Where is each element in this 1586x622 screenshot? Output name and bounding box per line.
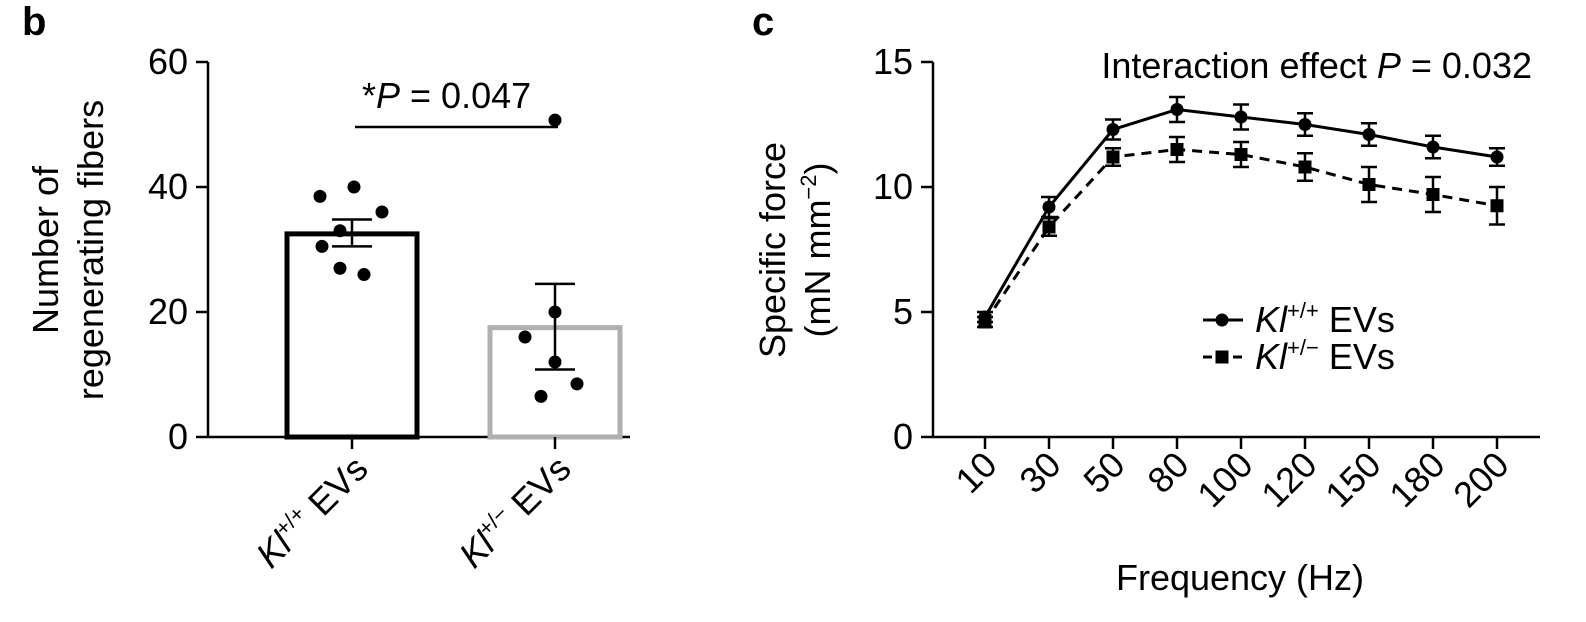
data-point-circle	[1042, 200, 1056, 214]
x-tick-label: Kl+/− EVs	[450, 447, 579, 576]
interaction-value: = 0.032	[1401, 45, 1532, 86]
data-point-square	[1490, 199, 1504, 213]
y-axis-label-line2: regenerating fibers	[70, 100, 111, 400]
data-point-circle	[1426, 140, 1440, 154]
y-tick-label: 15	[873, 41, 913, 82]
panel-b-letter: b	[22, 0, 46, 44]
interaction-p: P	[1377, 45, 1401, 86]
significance-p: P	[376, 75, 400, 116]
data-point-square	[1234, 148, 1248, 161]
y-tick-label: 5	[893, 291, 913, 332]
x-tick-label-group: 50	[1075, 444, 1132, 501]
data-point-circle	[1490, 150, 1504, 164]
x-tick-label: 10	[947, 444, 1004, 501]
data-point-square	[1362, 178, 1376, 191]
interaction-prefix: Interaction effect	[1101, 45, 1377, 86]
data-point-circle	[1298, 118, 1312, 131]
panel-c-letter: c	[752, 0, 774, 44]
data-point-circle	[1234, 110, 1248, 124]
data-point	[548, 305, 562, 319]
y-axis-label-line1: Number of	[25, 165, 66, 334]
x-tick-label-group: 120	[1253, 444, 1324, 515]
label-superscript: +/−	[1287, 335, 1319, 360]
x-tick-label-group: 180	[1381, 444, 1452, 515]
series-line	[983, 107, 1498, 318]
x-tick-label: 50	[1075, 444, 1132, 501]
x-tick-label-group: 80	[1139, 444, 1196, 501]
data-point-square	[1298, 160, 1312, 174]
data-point	[548, 355, 562, 369]
significance-value: = 0.047	[400, 75, 531, 116]
x-tick-label: 180	[1381, 444, 1452, 515]
y-tick-label: 20	[148, 291, 188, 332]
x-tick-label-group: 100	[1189, 444, 1260, 515]
data-point	[534, 389, 548, 403]
data-point	[315, 239, 329, 253]
significance-star: *	[362, 75, 376, 116]
label-suffix: EVs	[1319, 299, 1395, 340]
data-point-square	[1170, 143, 1184, 156]
category-label: Kl+/− EVs	[450, 447, 579, 576]
data-point	[333, 261, 347, 275]
label-italic-part: Kl	[1255, 299, 1288, 340]
data-point	[313, 189, 327, 203]
y-axis-label: Specific force (mN mm−2)	[752, 142, 838, 358]
data-point-square	[1426, 188, 1440, 201]
label-suffix: EVs	[1319, 336, 1395, 377]
y-tick-label: 40	[148, 166, 188, 207]
y-label-suffix: )	[797, 162, 838, 174]
x-tick-label: 120	[1253, 444, 1324, 515]
x-tick-label: 100	[1189, 444, 1260, 515]
data-point	[333, 224, 347, 238]
y-tick-label: 10	[873, 166, 913, 207]
y-tick-label: 0	[168, 416, 188, 457]
legend-label: Kl+/+ EVs	[1255, 298, 1395, 340]
x-axis-label: Frequency (Hz)	[1116, 557, 1364, 598]
data-point-square	[1042, 220, 1056, 234]
data-point-circle	[1106, 123, 1120, 136]
data-point	[375, 205, 389, 219]
series-line	[983, 147, 1498, 323]
y-label-base: (mN mm	[797, 200, 838, 338]
data-point	[357, 268, 371, 281]
x-tick-label-group: 30	[1011, 444, 1068, 501]
x-tick-label: 80	[1139, 444, 1196, 501]
x-tick-label: 200	[1445, 444, 1516, 515]
bar	[284, 231, 420, 440]
y-label-superscript: −2	[796, 174, 821, 199]
data-point	[347, 180, 361, 194]
category-label: Kl+/+ EVs	[247, 447, 376, 576]
data-point-square	[1106, 150, 1120, 164]
data-point-square	[978, 315, 992, 329]
y-tick-label: 60	[148, 41, 188, 82]
y-tick-label: 0	[893, 416, 913, 457]
interaction-annotation: Interaction effect P = 0.032	[1101, 45, 1532, 86]
y-axis-label-line1: Specific force	[752, 142, 793, 358]
label-italic-part: Kl	[1255, 336, 1288, 377]
data-point	[518, 330, 532, 344]
x-tick-label: 30	[1011, 444, 1068, 501]
label-superscript: +/+	[1287, 298, 1319, 323]
panel-b-plot: 0 20 40 60 Number of regenerating fibers Kl+/+…	[25, 41, 630, 576]
data-point	[570, 377, 584, 391]
x-tick-label-group: 150	[1317, 444, 1388, 515]
data-point-circle	[1170, 103, 1184, 116]
x-tick-label-group: 200	[1445, 444, 1516, 515]
data-point-circle	[1362, 128, 1376, 141]
data-point	[548, 113, 562, 127]
x-tick-label: Kl+/+ EVs	[247, 447, 376, 576]
y-axis-label-line2: (mN mm−2)	[796, 162, 838, 337]
legend-label: Kl+/− EVs	[1255, 335, 1395, 377]
legend-marker-square	[1215, 350, 1229, 364]
x-tick-label-group: 10	[947, 444, 1004, 501]
legend-marker-circle	[1215, 313, 1229, 327]
significance-annotation: *P = 0.047	[362, 75, 531, 116]
y-axis-label: Number of regenerating fibers	[25, 100, 111, 400]
x-tick-label: 150	[1317, 444, 1388, 515]
